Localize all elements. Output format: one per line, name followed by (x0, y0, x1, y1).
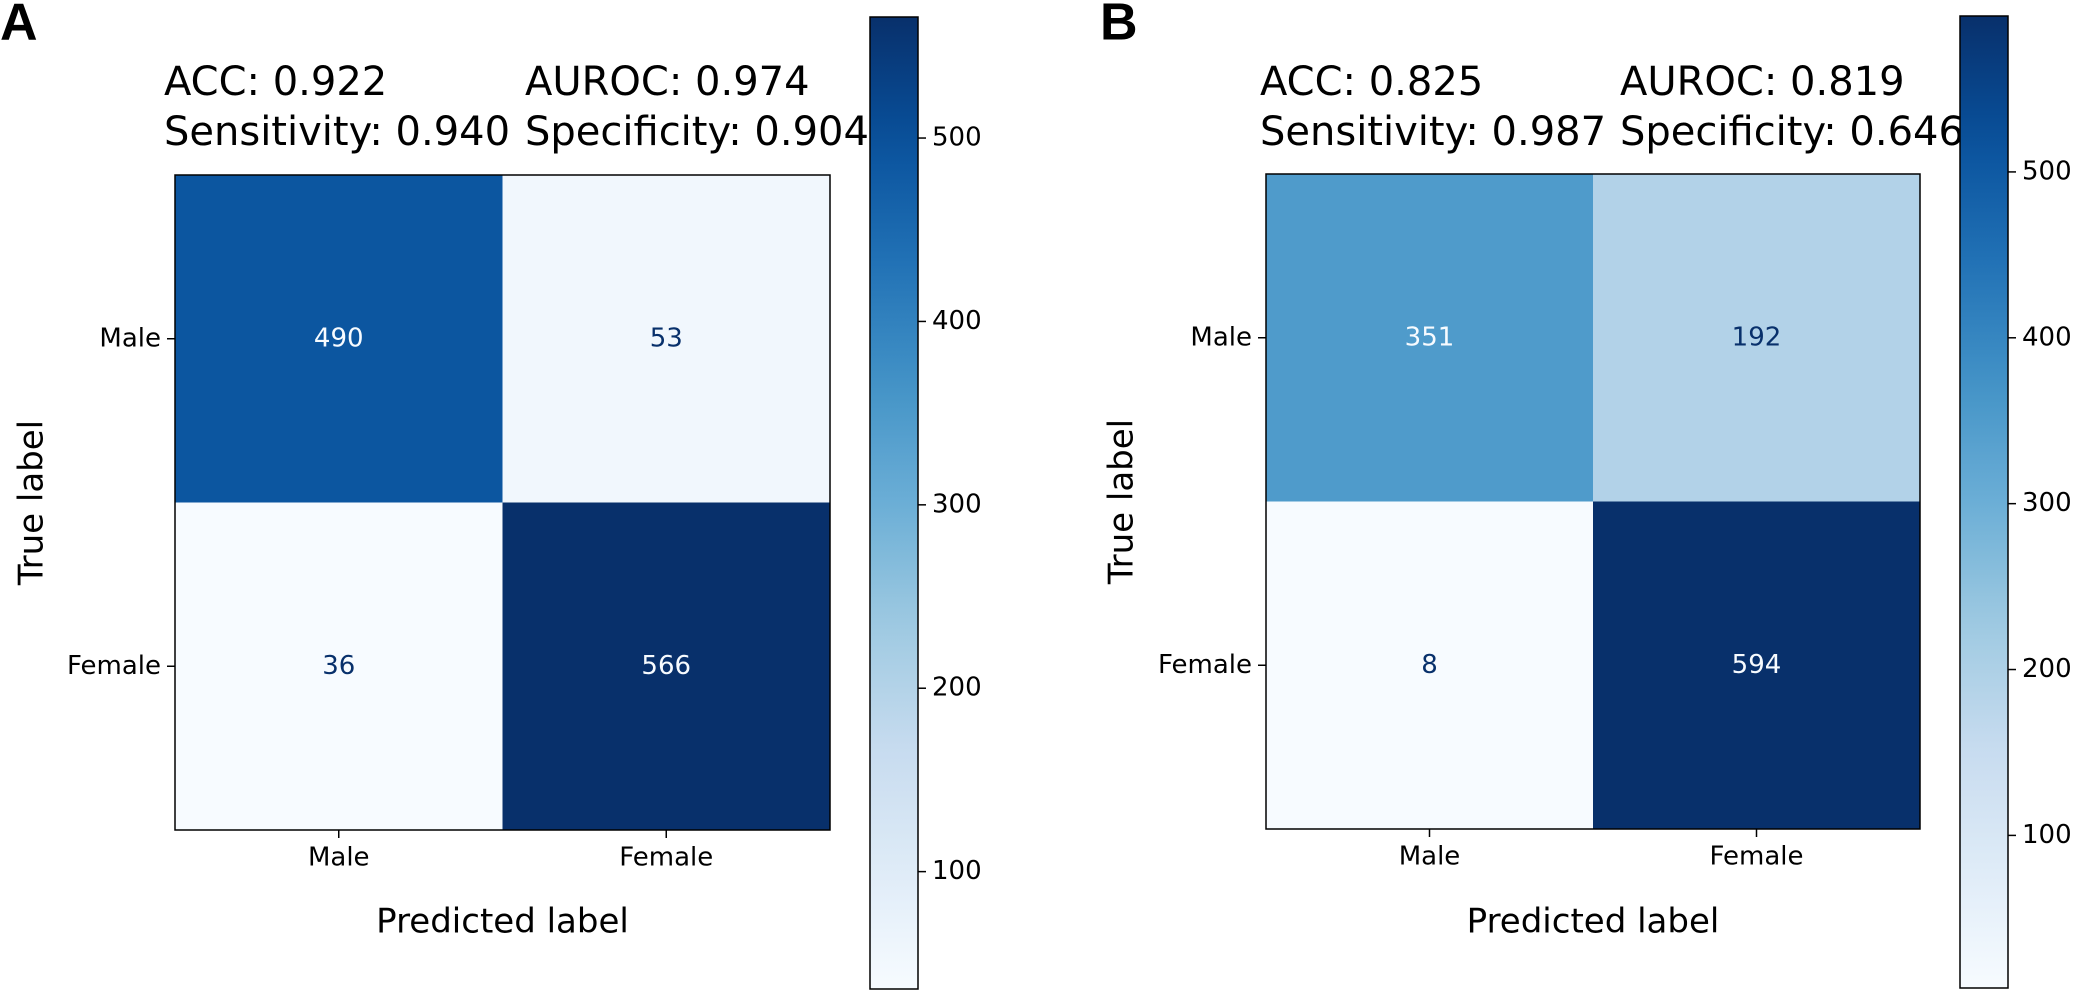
metric-annotation: AUROC: 0.819 (1620, 59, 1905, 105)
cell-value: 192 (1732, 322, 1782, 352)
heatmap-cell (175, 502, 503, 830)
plot-frame (1265, 173, 1921, 830)
x-axis-label: Predicted label (376, 902, 629, 942)
y-tick-label: Female (67, 651, 161, 681)
panel-label: B (1100, 0, 1138, 52)
cell-value: 53 (650, 323, 683, 353)
x-tick-label: Female (619, 843, 713, 873)
metric-annotation: AUROC: 0.974 (525, 59, 810, 105)
y-axis-label: True label (12, 420, 52, 586)
cell-value: 351 (1405, 322, 1455, 352)
colorbar (1959, 15, 2009, 989)
colorbar-tick-label: 100 (2022, 820, 2072, 850)
y-axis-label: True label (1102, 419, 1142, 585)
colorbar-tick-label: 400 (932, 306, 982, 336)
heatmap-cell (175, 175, 503, 503)
heatmap-cell (1593, 501, 1920, 829)
cell-value: 566 (641, 651, 691, 681)
cell-value: 594 (1732, 650, 1782, 680)
metric-annotation: Sensitivity: 0.987 (1260, 109, 1606, 155)
cell-value: 490 (314, 323, 364, 353)
x-tick-label: Female (1709, 842, 1803, 872)
heatmap-cell (1266, 501, 1593, 829)
metric-annotation: ACC: 0.825 (1260, 59, 1483, 105)
metric-annotation: Specificity: 0.904 (525, 109, 869, 155)
plot-frame (174, 174, 831, 831)
colorbar-tick-label: 300 (932, 489, 982, 519)
heatmap-cell (502, 502, 830, 830)
x-axis-label: Predicted label (1467, 902, 1720, 942)
y-tick-label: Male (1190, 322, 1252, 352)
x-tick-label: Male (1399, 842, 1461, 872)
colorbar-tick-label: 500 (2022, 156, 2072, 186)
heatmap-cell (1593, 174, 1920, 502)
colorbar (869, 16, 919, 990)
y-tick-label: Male (99, 323, 161, 353)
cell-value: 8 (1421, 650, 1438, 680)
metric-annotation: Sensitivity: 0.940 (164, 109, 510, 155)
heatmap-cell (1266, 174, 1593, 502)
cell-value: 36 (322, 651, 355, 681)
colorbar-tick-label: 200 (2022, 654, 2072, 684)
y-tick-label: Female (1158, 650, 1252, 680)
x-tick-label: Male (308, 843, 370, 873)
colorbar-tick-label: 400 (2022, 322, 2072, 352)
colorbar-tick-label: 500 (932, 123, 982, 153)
colorbar-tick-label: 200 (932, 673, 982, 703)
metric-annotation: Specificity: 0.646 (1620, 109, 1964, 155)
colorbar-tick-label: 100 (932, 856, 982, 886)
panel-label: A (0, 0, 38, 52)
colorbar-tick-label: 300 (2022, 488, 2072, 518)
metric-annotation: ACC: 0.922 (164, 59, 387, 105)
heatmap-cell (502, 175, 830, 503)
